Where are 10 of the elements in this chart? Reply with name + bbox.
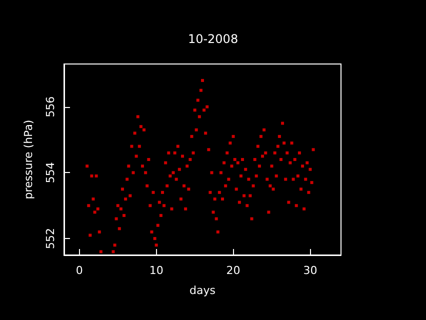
- chart-title: 10-2008: [188, 32, 238, 46]
- y-tick-label: 556: [44, 96, 57, 118]
- x-tick-label: 10: [149, 264, 164, 277]
- y-tick-label: 552: [44, 228, 57, 250]
- y-tick-label: 554: [44, 162, 57, 184]
- x-axis-title: days: [190, 284, 216, 297]
- x-tick-label: 30: [303, 264, 318, 277]
- x-tick-label: 0: [76, 264, 83, 277]
- y-axis-title: pressure (hPa): [22, 120, 35, 200]
- x-tick-label: 20: [226, 264, 240, 277]
